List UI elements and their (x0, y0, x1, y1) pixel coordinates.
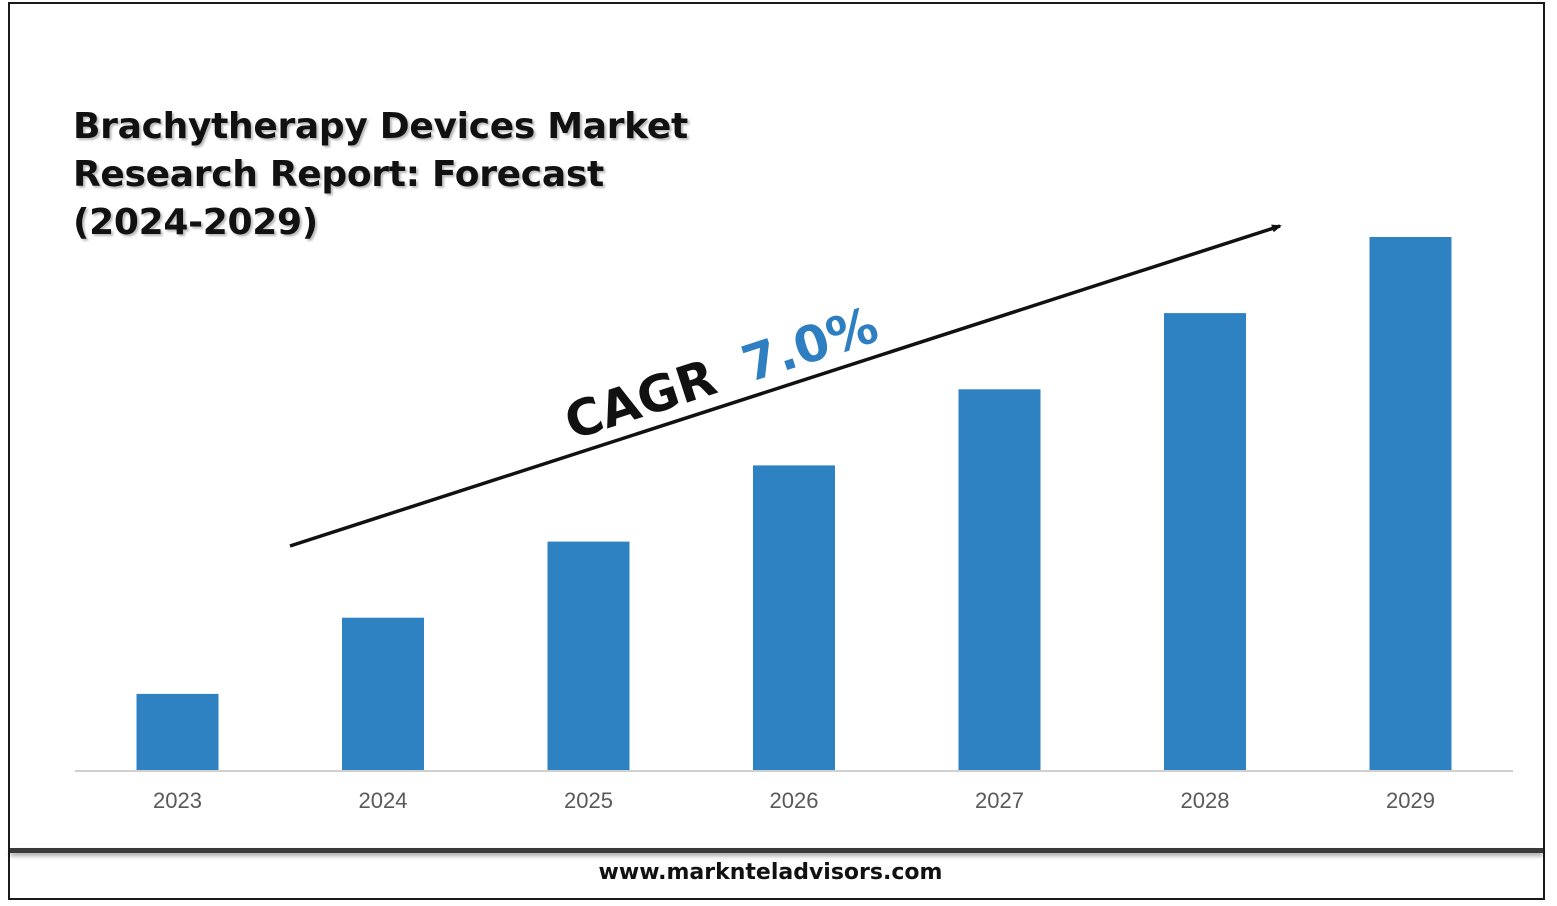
trend-arrow (289, 224, 1282, 548)
x-tick-label-2023: 2023 (153, 788, 202, 813)
chart-title-line-1: Brachytherapy Devices Market (73, 106, 688, 147)
x-tick-label-2026: 2026 (770, 788, 819, 813)
bar-2027 (958, 389, 1041, 770)
bar-2023 (136, 693, 219, 770)
bar-2024 (342, 617, 424, 770)
cagr-annotation: CAGR 7.0% (558, 296, 885, 452)
bar-2025 (547, 541, 630, 770)
x-tick-label-2025: 2025 (564, 788, 613, 813)
bar-2029 (1369, 237, 1452, 770)
chart-title-line-3: (2024-2029) (73, 202, 318, 243)
footer-divider (10, 848, 1543, 853)
chart-title: Brachytherapy Devices Market Research Re… (73, 103, 713, 247)
footer-website-link[interactable]: www.marknteladvisors.com (598, 860, 943, 885)
x-tick-label-2029: 2029 (1386, 788, 1435, 813)
chart-title-line-2: Research Report: Forecast (73, 154, 604, 195)
cagr-label: CAGR (558, 348, 723, 451)
bar-2026 (753, 465, 835, 770)
bars-group (136, 237, 1452, 770)
x-tick-label-2027: 2027 (975, 788, 1024, 813)
x-tick-label-2028: 2028 (1181, 788, 1230, 813)
bar-2028 (1164, 313, 1246, 770)
x-tick-labels: 2023 2024 2025 2026 2027 2028 2029 (153, 788, 1435, 813)
x-tick-label-2024: 2024 (359, 788, 408, 813)
